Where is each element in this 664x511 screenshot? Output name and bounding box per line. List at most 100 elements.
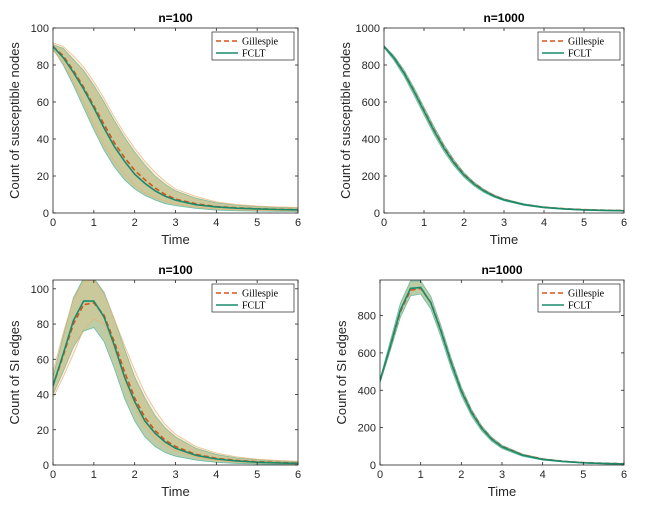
- chart-title: n=1000: [483, 11, 524, 25]
- x-tick-label: 2: [132, 469, 138, 481]
- y-axis-label: Count of susceptible nodes: [338, 42, 353, 199]
- x-tick-label: 2: [461, 217, 467, 229]
- x-tick-label: 0: [50, 217, 56, 229]
- x-tick-label: 6: [295, 217, 301, 229]
- legend-entry: Gillespie: [568, 37, 605, 48]
- y-tick-label: 200: [362, 171, 380, 183]
- y-axis-label: Count of SI edges: [7, 320, 22, 425]
- x-tick-label: 2: [132, 217, 138, 229]
- x-tick-label: 5: [580, 469, 586, 481]
- y-tick-label: 600: [362, 97, 380, 109]
- x-tick-label: 1: [421, 217, 427, 229]
- x-tick-label: 3: [172, 469, 178, 481]
- legend-entry: FCLT: [568, 301, 592, 312]
- plot-area: [53, 280, 298, 465]
- x-tick-label: 0: [377, 469, 383, 481]
- gillespie-line: [384, 45, 624, 212]
- plot-area: [384, 45, 624, 212]
- subplot-4: 0 1 2 3 4 5 6 0 200 400 600 800 n=1000 Time Count of S…: [334, 263, 627, 499]
- y-tick-label: 800: [362, 60, 380, 72]
- x-tick-label: 0: [381, 217, 387, 229]
- fclt-confidence-band: [384, 45, 624, 212]
- gillespie-confidence-band: [53, 42, 298, 212]
- y-tick-label: 60: [37, 354, 49, 366]
- chart-title: n=100: [158, 263, 193, 277]
- fclt-line: [380, 286, 624, 465]
- x-tick-label: 0: [50, 469, 56, 481]
- x-tick-label: 1: [91, 469, 97, 481]
- fclt-line: [384, 45, 624, 212]
- y-tick-label: 80: [37, 319, 49, 331]
- x-tick-label: 5: [254, 469, 260, 481]
- legend-box: [537, 31, 621, 61]
- y-tick-label: 40: [37, 134, 49, 146]
- legend-entry: FCLT: [568, 49, 592, 60]
- x-tick-label: 6: [295, 469, 301, 481]
- x-tick-label: 4: [540, 469, 546, 481]
- y-tick-label: 600: [358, 348, 376, 360]
- gillespie-line: [380, 287, 624, 465]
- y-tick-label: 0: [43, 460, 49, 472]
- y-tick-label: 80: [37, 60, 49, 72]
- x-tick-label: 6: [621, 217, 627, 229]
- x-tick-label: 5: [581, 217, 587, 229]
- x-tick-label: 5: [254, 217, 260, 229]
- y-tick-label: 0: [374, 208, 380, 220]
- legend-box: [211, 31, 295, 61]
- x-tick-label: 3: [501, 217, 507, 229]
- y-axis-label: Count of SI edges: [334, 320, 349, 425]
- y-tick-label: 60: [37, 97, 49, 109]
- y-tick-label: 200: [358, 423, 376, 435]
- x-tick-label: 3: [499, 469, 505, 481]
- x-tick-label: 6: [621, 469, 627, 481]
- legend-entry: Gillespie: [242, 289, 279, 300]
- y-tick-label: 0: [370, 460, 376, 472]
- fclt-confidence-band: [380, 280, 624, 465]
- gillespie-line: [53, 45, 298, 211]
- x-tick-label: 3: [172, 217, 178, 229]
- y-tick-label: 20: [37, 171, 49, 183]
- y-tick-label: 40: [37, 390, 49, 402]
- y-tick-label: 20: [37, 425, 49, 437]
- x-axis-label: Time: [161, 232, 189, 247]
- gillespie-confidence-band: [53, 280, 298, 465]
- x-tick-label: 4: [213, 217, 219, 229]
- x-tick-label: 4: [213, 469, 219, 481]
- x-axis-label: Time: [490, 232, 518, 247]
- legend-entry: Gillespie: [242, 37, 279, 48]
- plot-area: [380, 280, 624, 465]
- y-tick-label: 100: [31, 284, 49, 296]
- y-tick-label: 1000: [356, 23, 380, 35]
- x-tick-label: 1: [91, 217, 97, 229]
- chart-title: n=100: [158, 11, 193, 25]
- y-tick-label: 100: [31, 23, 49, 35]
- legend-entry: Gillespie: [568, 289, 605, 300]
- y-tick-label: 800: [358, 311, 376, 323]
- x-axis-label: Time: [161, 484, 189, 499]
- legend-box: [537, 283, 621, 313]
- y-tick-label: 400: [358, 385, 376, 397]
- x-tick-label: 4: [541, 217, 547, 229]
- x-tick-label: 1: [418, 469, 424, 481]
- x-axis-label: Time: [488, 484, 516, 499]
- fclt-confidence-band: [53, 44, 298, 212]
- fclt-confidence-band: [53, 280, 298, 465]
- subplot-2: 0 1 2 3 4 5 6 0 200 400 600 800 1000 n=1000 Time Count …: [338, 11, 627, 247]
- chart-title: n=1000: [481, 263, 522, 277]
- y-tick-label: 400: [362, 134, 380, 146]
- y-axis-label: Count of susceptible nodes: [7, 42, 22, 199]
- fclt-line: [53, 300, 298, 465]
- fclt-line: [53, 45, 298, 211]
- legend-entry: FCLT: [242, 301, 266, 312]
- legend-box: [211, 283, 295, 313]
- x-tick-label: 2: [458, 469, 464, 481]
- plot-area: [53, 42, 298, 212]
- legend-entry: FCLT: [242, 49, 266, 60]
